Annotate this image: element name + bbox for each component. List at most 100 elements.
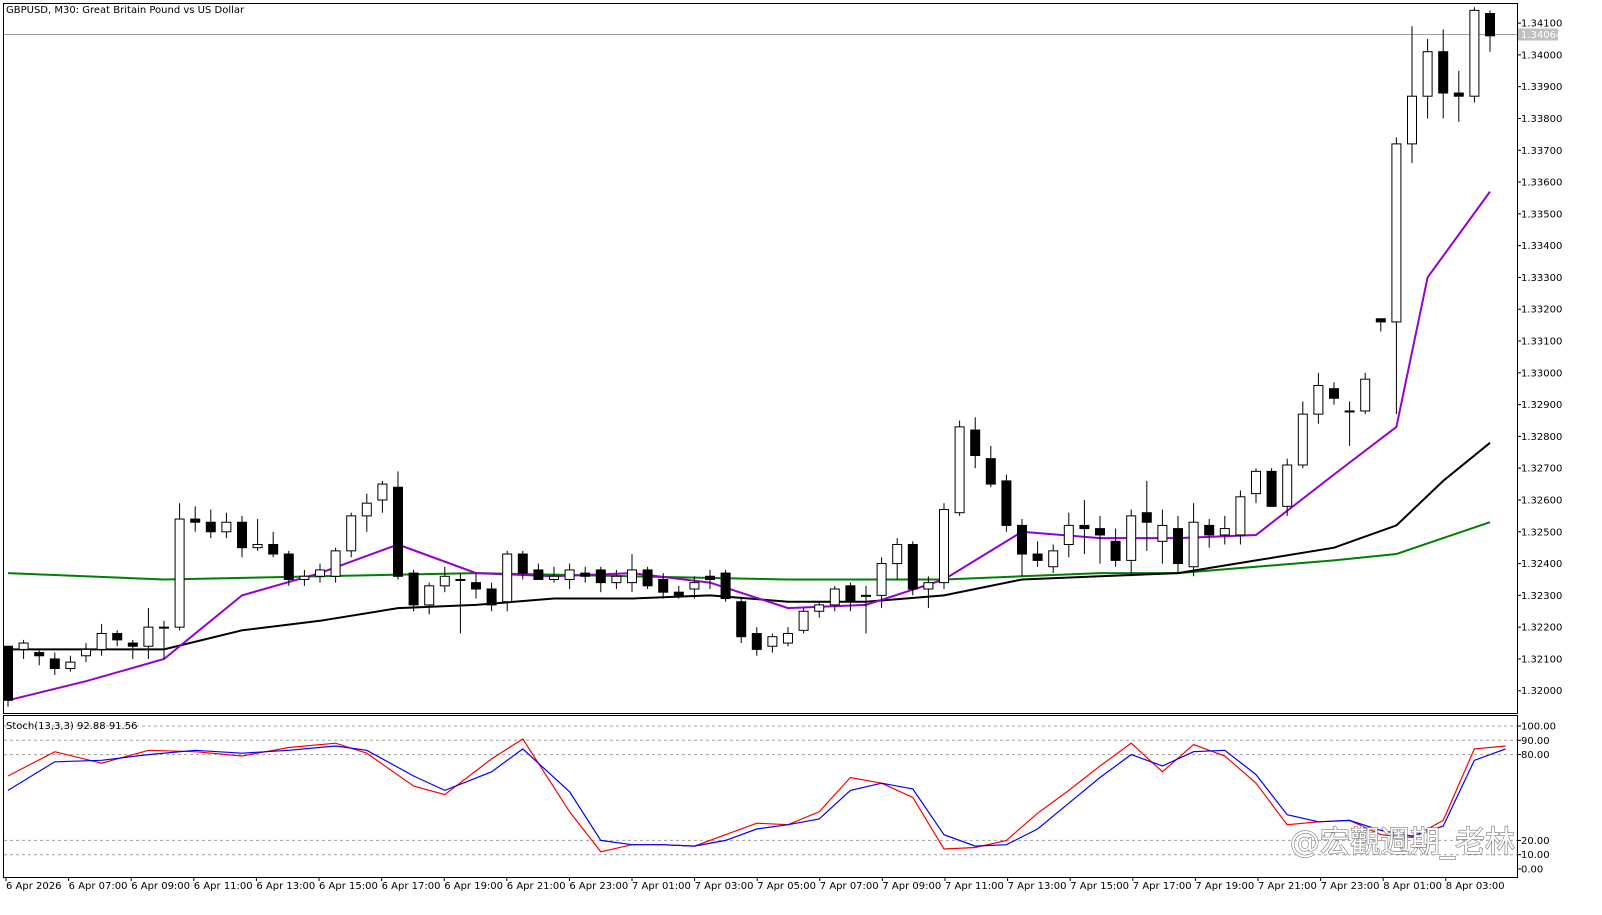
candle-body-bearish bbox=[1204, 524, 1215, 536]
candle-body-bullish bbox=[611, 575, 622, 584]
price-tick-label: 1.33200 bbox=[1521, 305, 1562, 316]
ma-fast-line bbox=[7, 191, 1491, 702]
candle bbox=[1126, 509, 1137, 577]
candle bbox=[923, 576, 934, 609]
time-axis: 6 Apr 2026 6 Apr 07:00 6 Apr 09:00 6 Apr 11… bbox=[5, 877, 1505, 892]
candle bbox=[564, 563, 575, 590]
candle-body-bearish bbox=[34, 652, 45, 657]
watermark-text: @宏觀週期_老林 bbox=[1290, 825, 1515, 860]
candle bbox=[1235, 490, 1246, 545]
price-axis: 1.34100 1.34000 1.33900 1.33800 1.33700 1.336… bbox=[1517, 19, 1562, 697]
candle bbox=[143, 608, 154, 659]
candle bbox=[970, 417, 981, 469]
candle bbox=[533, 563, 544, 580]
candle-body-bearish bbox=[1141, 512, 1152, 523]
stochastic-signal-line bbox=[7, 745, 1506, 847]
candle-body-bearish bbox=[3, 645, 13, 701]
candle bbox=[377, 480, 388, 513]
candle-body-bearish bbox=[1110, 540, 1121, 561]
candle bbox=[1079, 499, 1090, 555]
candle-body-bearish bbox=[1485, 13, 1495, 37]
candlestick-series bbox=[3, 7, 1495, 707]
time-tick-label: 6 Apr 07:00 bbox=[69, 881, 128, 892]
candle-body-bearish bbox=[736, 601, 747, 638]
candle-body-bearish bbox=[486, 588, 497, 606]
candle bbox=[174, 503, 185, 631]
candle-body-bullish bbox=[1422, 51, 1433, 97]
candle-body-bearish bbox=[237, 521, 247, 549]
candle bbox=[424, 582, 435, 615]
candle bbox=[1360, 372, 1371, 415]
candle-body-bullish bbox=[814, 604, 825, 612]
candle-body-bearish bbox=[580, 572, 591, 577]
candle bbox=[252, 519, 263, 551]
candle bbox=[736, 598, 747, 644]
candle-body-bearish bbox=[1001, 480, 1012, 526]
price-tick-label: 1.33500 bbox=[1521, 209, 1562, 220]
candle bbox=[268, 531, 279, 558]
candle bbox=[455, 573, 466, 634]
candle-body-bearish bbox=[127, 642, 138, 647]
candle bbox=[611, 569, 622, 590]
candle bbox=[1422, 38, 1433, 119]
candle-body-bearish bbox=[1079, 524, 1090, 530]
candle bbox=[861, 585, 871, 634]
price-tick-label: 1.33300 bbox=[1521, 273, 1562, 284]
price-tick-label: 1.33700 bbox=[1521, 146, 1562, 157]
candle bbox=[1297, 401, 1308, 469]
candle-body-bullish bbox=[689, 582, 700, 590]
time-tick-label: 7 Apr 23:00 bbox=[1321, 881, 1380, 892]
moving-averages bbox=[7, 191, 1491, 702]
price-tick-label: 1.34000 bbox=[1521, 50, 1562, 61]
chart-title: GBPUSD, M30: Great Britain Pound vs US D… bbox=[6, 5, 245, 16]
candle bbox=[1282, 458, 1293, 516]
time-tick-label: 6 Apr 23:00 bbox=[569, 881, 628, 892]
candle-body-bullish bbox=[299, 575, 310, 580]
candle bbox=[1391, 137, 1402, 415]
candle bbox=[549, 566, 559, 583]
stochastic-panel-frame bbox=[3, 715, 1518, 878]
price-tick-label: 1.32800 bbox=[1521, 432, 1562, 443]
candle-body-bullish bbox=[1235, 496, 1246, 536]
candle-body-bearish bbox=[1329, 388, 1339, 399]
candle bbox=[720, 569, 731, 602]
time-tick-label: 6 Apr 09:00 bbox=[131, 881, 190, 892]
candle bbox=[892, 538, 903, 580]
candle bbox=[346, 512, 357, 558]
candle bbox=[3, 645, 13, 707]
candle bbox=[237, 515, 247, 558]
candle bbox=[299, 569, 310, 586]
candle-body-bullish bbox=[315, 569, 325, 577]
candle bbox=[658, 573, 669, 599]
candle bbox=[502, 550, 513, 612]
time-tick-label: 6 Apr 21:00 bbox=[507, 881, 566, 892]
candle-body-bearish bbox=[533, 569, 544, 580]
candle bbox=[595, 566, 606, 593]
candle-body-bullish bbox=[81, 648, 91, 657]
stochastic-tick-label: 0.00 bbox=[1521, 865, 1543, 876]
candle-body-bullish bbox=[65, 661, 76, 669]
time-tick-label: 6 Apr 2026 bbox=[6, 881, 61, 892]
stochastic-tick-label: 80.00 bbox=[1521, 750, 1550, 761]
candle-body-bearish bbox=[595, 569, 606, 584]
candle-body-bearish bbox=[112, 633, 123, 641]
candle-body-bearish bbox=[283, 553, 294, 580]
candle bbox=[221, 512, 232, 539]
price-tick-label: 1.32700 bbox=[1521, 464, 1562, 475]
candle-body-bullish bbox=[18, 642, 29, 650]
stochastic-level-lines bbox=[4, 725, 1517, 856]
candle bbox=[985, 445, 996, 488]
time-tick-label: 7 Apr 17:00 bbox=[1133, 881, 1192, 892]
candle-body-bullish bbox=[96, 633, 107, 650]
candle bbox=[205, 509, 216, 539]
candle bbox=[49, 652, 60, 675]
candle bbox=[1469, 7, 1480, 103]
candle bbox=[1063, 512, 1074, 558]
price-tick-label: 1.33800 bbox=[1521, 114, 1562, 125]
candle bbox=[1329, 382, 1339, 405]
time-tick-label: 7 Apr 01:00 bbox=[632, 881, 691, 892]
stochastic-main-line bbox=[7, 738, 1506, 853]
candle-body-bullish bbox=[876, 563, 887, 596]
candle-body-bullish bbox=[424, 585, 435, 606]
